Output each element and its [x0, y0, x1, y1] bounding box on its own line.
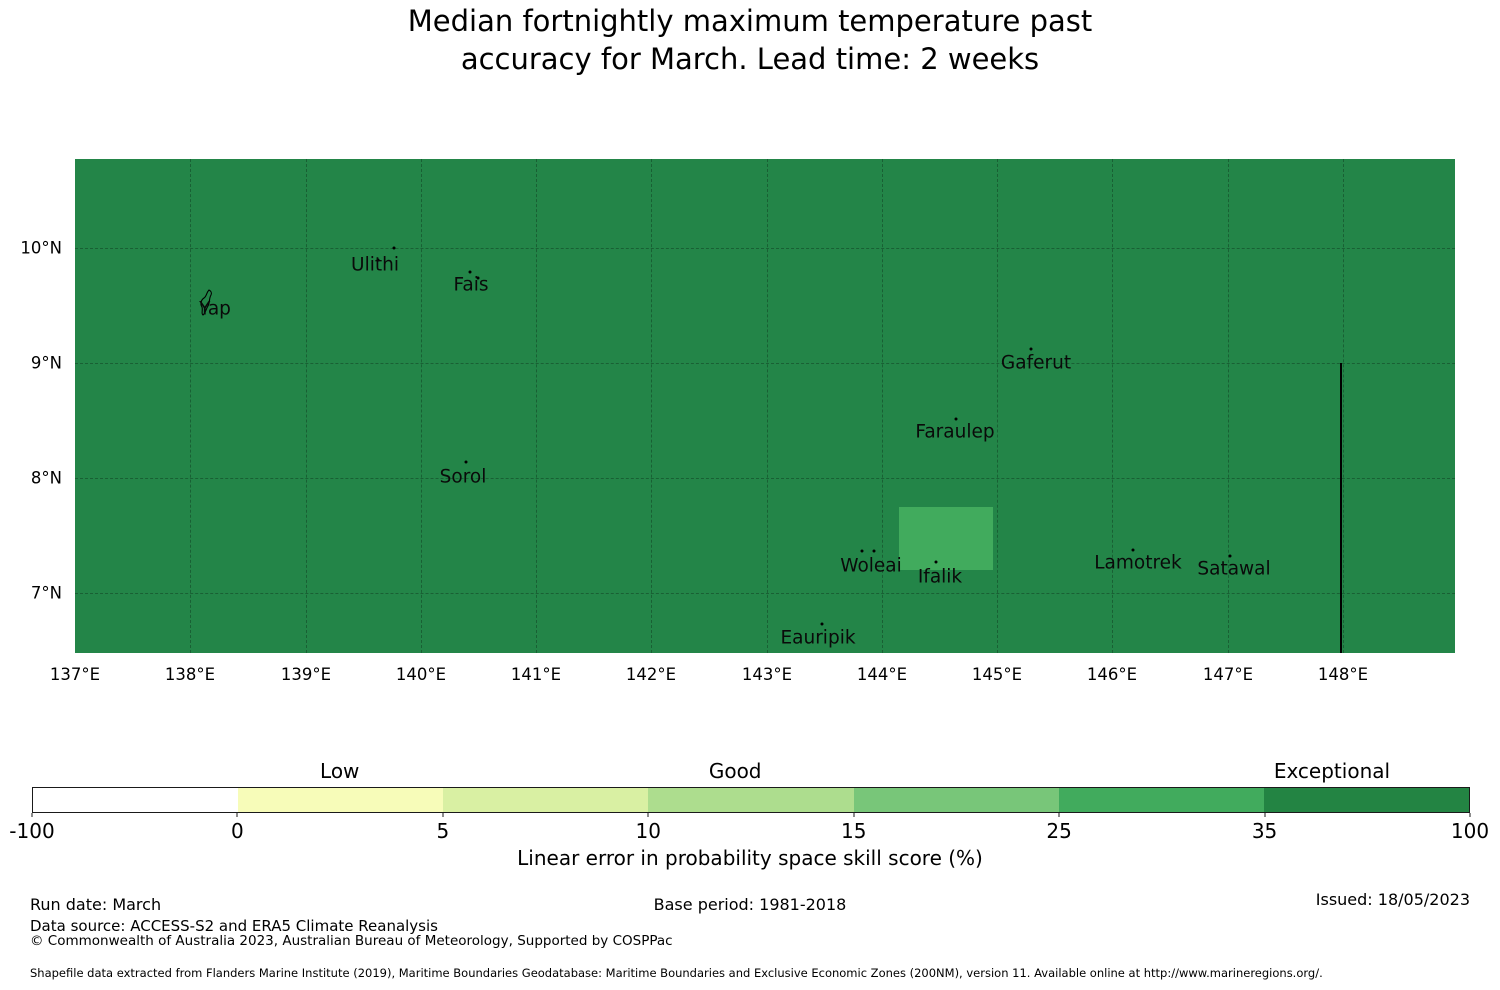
colorbar-tick-label: 0 — [231, 819, 244, 843]
longitude-gridline — [767, 159, 768, 653]
island-marker-dot — [464, 460, 468, 464]
colorbar-tick-mark — [1058, 813, 1060, 817]
colorbar — [32, 787, 1470, 813]
figure-title: Median fortnightly maximum temperature p… — [0, 2, 1500, 78]
island-label: Woleai — [840, 555, 902, 577]
x-tick-label: 148°E — [1317, 665, 1369, 684]
longitude-gridline — [651, 159, 652, 653]
longitude-gridline — [421, 159, 422, 653]
island-marker-dot — [820, 622, 824, 626]
maritime-boundary-line — [1340, 363, 1342, 653]
x-tick-label: 143°E — [741, 665, 793, 684]
latitude-gridline — [75, 248, 1455, 249]
island-marker-dot — [872, 549, 876, 553]
colorbar-segment — [1263, 788, 1469, 812]
longitude-gridline — [997, 159, 998, 653]
y-tick-label: 9°N — [30, 353, 62, 373]
data-source-text: Data source: ACCESS-S2 and ERA5 Climate … — [30, 917, 438, 935]
island-marker-dot — [1228, 554, 1232, 558]
longitude-gridline — [1228, 159, 1229, 653]
colorbar-tick-label: 25 — [1046, 819, 1072, 843]
colorbar-segment — [33, 788, 239, 812]
island-marker-dot — [392, 246, 396, 250]
base-period-text: Base period: 1981-2018 — [653, 895, 847, 914]
colorbar-tick-mark — [442, 813, 444, 817]
yap-island-outline — [197, 289, 219, 321]
colorbar-tick-label: 15 — [840, 819, 867, 843]
colorbar-segment — [238, 788, 444, 812]
latitude-gridline — [75, 593, 1455, 594]
island-marker-dot — [376, 258, 380, 262]
x-tick-label: 147°E — [1202, 665, 1254, 684]
island-marker-dot — [468, 270, 472, 274]
island-marker-dot — [1131, 548, 1135, 552]
x-tick-label: 140°E — [395, 665, 447, 684]
island-label: Faraulep — [915, 421, 995, 443]
x-tick-label: 142°E — [625, 665, 677, 684]
island-marker-dot — [954, 417, 958, 421]
x-tick-label: 138°E — [164, 665, 216, 684]
island-marker-dot — [860, 549, 864, 553]
longitude-gridline — [1343, 159, 1344, 653]
x-tick-label: 145°E — [971, 665, 1023, 684]
longitude-gridline — [306, 159, 307, 653]
y-tick-label: 8°N — [30, 468, 62, 488]
copyright-text: © Commonwealth of Australia 2023, Austra… — [30, 933, 673, 949]
island-label: Ifalik — [917, 566, 963, 588]
colorbar-tick-mark — [1264, 813, 1266, 817]
title-line-2: accuracy for March. Lead time: 2 weeks — [460, 42, 1040, 76]
latitude-gridline — [75, 478, 1455, 479]
colorbar-tick-mark — [647, 813, 649, 817]
colorbar-tick-mark — [31, 813, 33, 817]
colorbar-segment — [1058, 788, 1264, 812]
colorbar-tick-mark — [236, 813, 238, 817]
colorbar-segment — [443, 788, 649, 812]
island-label: Ulithi — [351, 254, 399, 276]
latitude-gridline — [75, 363, 1455, 364]
y-tick-label: 7°N — [30, 583, 62, 603]
island-label: Eauripik — [780, 627, 856, 649]
colorbar-category-label: Good — [708, 759, 762, 783]
colorbar-tick-mark — [853, 813, 855, 817]
issued-date-text: Issued: 18/05/2023 — [1315, 890, 1470, 909]
island-marker-dot — [1029, 347, 1033, 351]
colorbar-category-label: Low — [320, 759, 360, 783]
y-tick-label: 10°N — [20, 238, 62, 258]
colorbar-segment — [853, 788, 1059, 812]
colorbar-tick-mark — [1469, 813, 1471, 817]
colorbar-tick-label: 35 — [1251, 819, 1278, 843]
island-marker-dot — [476, 276, 480, 280]
colorbar-category-label: Exceptional — [1273, 759, 1391, 783]
island-label: Lamotrek — [1094, 552, 1182, 574]
x-tick-label: 137°E — [49, 665, 101, 684]
title-line-1: Median fortnightly maximum temperature p… — [407, 4, 1093, 38]
colorbar-tick-label: 10 — [635, 819, 662, 843]
run-date-text: Run date: March — [30, 895, 162, 914]
island-marker-dot — [934, 560, 938, 564]
x-tick-label: 141°E — [510, 665, 562, 684]
colorbar-tick-label: -100 — [9, 819, 55, 843]
island-label: Gaferut — [1000, 352, 1072, 374]
longitude-gridline — [882, 159, 883, 653]
longitude-gridline — [1112, 159, 1113, 653]
x-tick-label: 144°E — [856, 665, 908, 684]
colorbar-tick-label: 100 — [1450, 819, 1490, 843]
island-label: Sorol — [439, 466, 487, 488]
colorbar-tick-label: 5 — [436, 819, 450, 843]
island-label: Satawal — [1197, 558, 1271, 580]
longitude-gridline — [536, 159, 537, 653]
x-tick-label: 139°E — [280, 665, 332, 684]
map-plot-area: Yap Ulithi Fais Sorol Gaferut Faraulep Woleai I… — [75, 159, 1455, 653]
colorbar-axis-label: Linear error in probability space skill … — [517, 846, 983, 870]
island-label: Yap — [199, 298, 231, 320]
shapefile-credit-text: Shapefile data extracted from Flanders M… — [30, 966, 1323, 980]
island-label: Fais — [453, 274, 489, 296]
skill-cell-25-35 — [899, 507, 993, 570]
longitude-gridline — [190, 159, 191, 653]
x-tick-label: 146°E — [1086, 665, 1138, 684]
colorbar-segment — [648, 788, 854, 812]
